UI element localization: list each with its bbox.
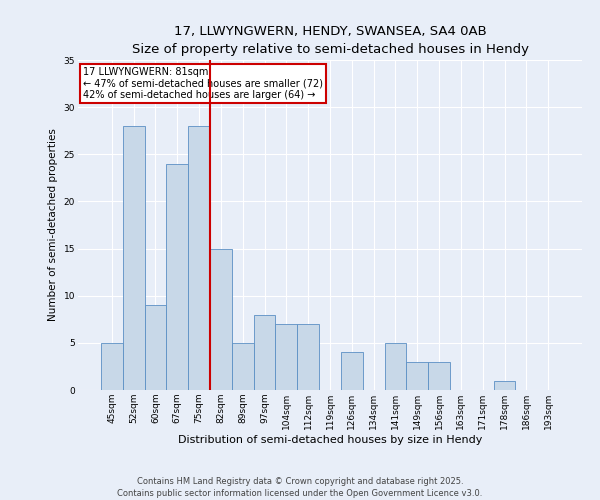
- Title: 17, LLWYNGWERN, HENDY, SWANSEA, SA4 0AB
Size of property relative to semi-detach: 17, LLWYNGWERN, HENDY, SWANSEA, SA4 0AB …: [131, 25, 529, 56]
- Bar: [297, 324, 319, 390]
- Bar: [254, 314, 275, 390]
- Text: 17 LLWYNGWERN: 81sqm
← 47% of semi-detached houses are smaller (72)
42% of semi-: 17 LLWYNGWERN: 81sqm ← 47% of semi-detac…: [83, 66, 323, 100]
- Bar: [406, 362, 428, 390]
- X-axis label: Distribution of semi-detached houses by size in Hendy: Distribution of semi-detached houses by …: [178, 434, 482, 444]
- Bar: [385, 343, 406, 390]
- Bar: [101, 343, 123, 390]
- Bar: [166, 164, 188, 390]
- Text: Contains HM Land Registry data © Crown copyright and database right 2025.
Contai: Contains HM Land Registry data © Crown c…: [118, 476, 482, 498]
- Bar: [428, 362, 450, 390]
- Bar: [275, 324, 297, 390]
- Bar: [210, 248, 232, 390]
- Bar: [123, 126, 145, 390]
- Bar: [494, 380, 515, 390]
- Bar: [188, 126, 210, 390]
- Bar: [341, 352, 363, 390]
- Y-axis label: Number of semi-detached properties: Number of semi-detached properties: [48, 128, 58, 322]
- Bar: [145, 305, 166, 390]
- Bar: [232, 343, 254, 390]
